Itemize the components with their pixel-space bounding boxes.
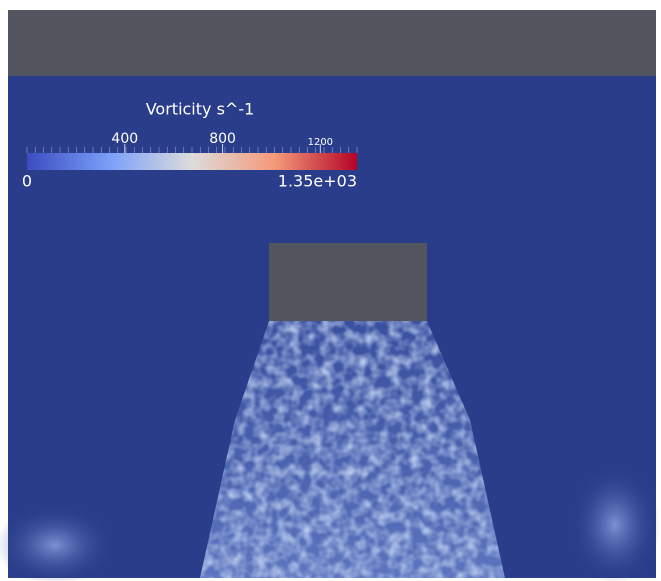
- colorbar-tick-label: 800: [209, 131, 236, 147]
- colorbar-tick-label: 400: [111, 131, 138, 147]
- nozzle-block: [269, 243, 427, 321]
- colorbar-title: Vorticity s^-1: [146, 100, 255, 119]
- colorbar-max: 1.35e+03: [278, 172, 357, 191]
- top-wall: [8, 10, 656, 76]
- vortex-right: [570, 465, 660, 581]
- colorbar-minor-ticks: [26, 147, 358, 153]
- colorbar-tick-label: 1200: [308, 137, 333, 148]
- colorbar: [27, 153, 357, 170]
- jet-turbulence: [200, 321, 505, 578]
- colorbar-min: 0: [22, 172, 32, 191]
- vortex-left: [0, 505, 115, 581]
